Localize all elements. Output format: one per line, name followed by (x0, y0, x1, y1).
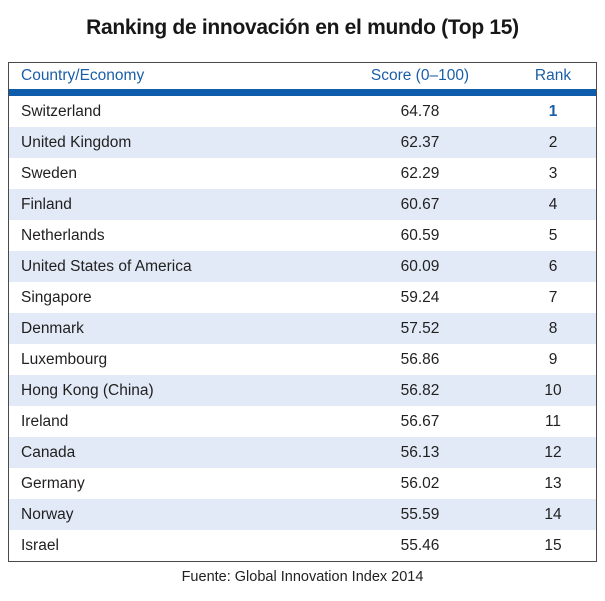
table-header-row: Country/Economy Score (0–100) Rank (9, 63, 596, 89)
header-divider-bar (9, 89, 596, 96)
column-header-country: Country/Economy (21, 67, 145, 84)
score-cell: 56.82 (400, 381, 440, 399)
score-cell: 60.09 (400, 257, 440, 275)
country-cell: United States of America (21, 257, 192, 275)
table-row: Canada 56.13 12 (9, 437, 596, 468)
score-cell: 64.78 (400, 102, 440, 120)
country-cell: Germany (21, 474, 85, 492)
table-row: Netherlands 60.59 5 (9, 220, 596, 251)
country-cell: Sweden (21, 164, 78, 182)
table-row: Israel 55.46 15 (9, 530, 596, 561)
rank-cell: 15 (544, 536, 562, 554)
score-cell: 59.24 (400, 288, 440, 306)
country-cell: United Kingdom (21, 133, 132, 151)
table-row: Sweden 62.29 3 (9, 158, 596, 189)
rank-cell: 7 (548, 288, 558, 306)
rank-cell: 4 (548, 195, 558, 213)
table-row: United Kingdom 62.37 2 (9, 127, 596, 158)
rank-cell: 9 (548, 350, 558, 368)
column-header-score: Score (0–100) (370, 67, 470, 84)
table-row: Denmark 57.52 8 (9, 313, 596, 344)
country-cell: Canada (21, 443, 76, 461)
score-cell: 55.59 (400, 505, 440, 523)
table-row: Singapore 59.24 7 (9, 282, 596, 313)
rank-cell: 5 (548, 226, 558, 244)
country-cell: Israel (21, 536, 59, 554)
country-cell: Luxembourg (21, 350, 108, 368)
score-cell: 55.46 (400, 536, 440, 554)
source-note: Fuente: Global Innovation Index 2014 (181, 569, 424, 585)
score-cell: 62.37 (400, 133, 440, 151)
country-cell: Netherlands (21, 226, 105, 244)
rank-cell: 14 (544, 505, 562, 523)
rank-cell: 11 (544, 412, 562, 430)
table-row: Finland 60.67 4 (9, 189, 596, 220)
score-cell: 60.59 (400, 226, 440, 244)
table-row: Luxembourg 56.86 9 (9, 344, 596, 375)
score-cell: 56.86 (400, 350, 440, 368)
score-cell: 56.13 (400, 443, 440, 461)
rank-cell: 3 (548, 164, 558, 182)
country-cell: Norway (21, 505, 74, 523)
rank-cell: 13 (544, 474, 562, 492)
table-row: Norway 55.59 14 (9, 499, 596, 530)
table-row: Hong Kong (China) 56.82 10 (9, 375, 596, 406)
table-row: Switzerland 64.78 1 (9, 96, 596, 127)
country-cell: Finland (21, 195, 72, 213)
rank-cell: 2 (548, 133, 558, 151)
country-cell: Ireland (21, 412, 69, 430)
rank-cell: 12 (544, 443, 562, 461)
rank-cell: 8 (548, 319, 558, 337)
score-cell: 56.02 (400, 474, 440, 492)
table-row: Ireland 56.67 11 (9, 406, 596, 437)
table-body: Switzerland 64.78 1 United Kingdom 62.37 2 Swe… (9, 96, 596, 561)
rank-cell: 6 (548, 257, 558, 275)
score-cell: 60.67 (400, 195, 440, 213)
score-cell: 62.29 (400, 164, 440, 182)
rank-cell: 10 (544, 381, 562, 399)
table-row: Germany 56.02 13 (9, 468, 596, 499)
country-cell: Switzerland (21, 102, 102, 120)
score-cell: 57.52 (400, 319, 440, 337)
column-header-rank: Rank (534, 67, 572, 84)
country-cell: Singapore (21, 288, 92, 306)
country-cell: Hong Kong (China) (21, 381, 154, 399)
table-row: United States of America 60.09 6 (9, 251, 596, 282)
country-cell: Denmark (21, 319, 84, 337)
score-cell: 56.67 (400, 412, 440, 430)
ranking-table: Country/Economy Score (0–100) Rank Switz… (8, 62, 597, 562)
page-title: Ranking de innovación en el mundo (Top 1… (86, 16, 519, 39)
rank-cell: 1 (548, 102, 558, 120)
